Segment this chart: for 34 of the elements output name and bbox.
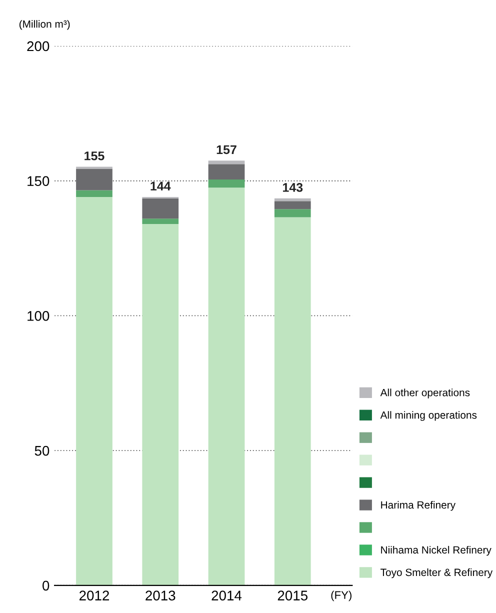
bar [274, 198, 311, 202]
total-label: 143 [283, 183, 303, 192]
y-tick-label: 100 [28, 311, 50, 321]
legend-label: All mining operations [380, 411, 477, 421]
y-tick-label: 50 [34, 446, 50, 456]
x-axis-title: (FY) [331, 590, 352, 602]
bar [76, 197, 112, 586]
y-tick-label: 0 [42, 580, 50, 591]
total-label: 155 [84, 152, 104, 160]
bar [142, 218, 179, 224]
x-tick-label: 2015 [278, 590, 308, 600]
bar [208, 160, 245, 164]
y-tick-label: 150 [28, 176, 50, 186]
legend-label: Toyo Smelter & Refinery [380, 568, 493, 578]
legend-label: Harima Refinery [381, 500, 456, 511]
bar [208, 164, 245, 180]
bar [76, 190, 112, 198]
total-label: 144 [150, 182, 171, 190]
y-tick-label: 200 [27, 41, 50, 52]
x-tick-label: 2014 [212, 590, 242, 600]
bar [274, 201, 311, 210]
bar [208, 179, 245, 188]
legend-label: Niihama Nickel Refinery [381, 546, 492, 556]
bar [208, 188, 245, 586]
legend-label: All other operations [380, 388, 470, 398]
bar [76, 168, 112, 190]
total-label: 157 [216, 145, 236, 154]
bar [274, 217, 311, 586]
x-tick-label: 2012 [79, 590, 109, 600]
x-tick-label: 2013 [146, 590, 176, 600]
y-axis-title: (Million m³) [19, 20, 70, 30]
bar [274, 209, 311, 218]
bar [142, 198, 179, 219]
bar [142, 224, 179, 586]
